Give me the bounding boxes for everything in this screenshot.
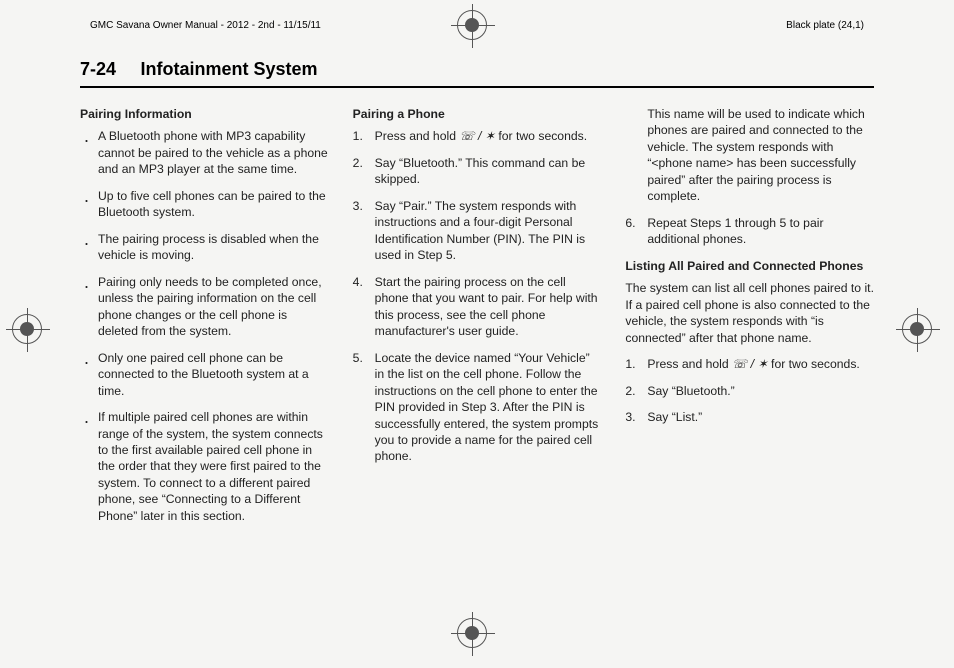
pairing-phone-steps: Press and hold ☏ / ✶ for two seconds. Sa… [353, 128, 602, 464]
continuation-paragraph: This name will be used to indicate which… [625, 106, 874, 205]
column-2: Pairing a Phone Press and hold ☏ / ✶ for… [353, 106, 602, 534]
listing-steps: Press and hold ☏ / ✶ for two seconds. Sa… [625, 356, 874, 425]
list-item: Locate the device named “Your Vehicle” i… [353, 350, 602, 465]
list-item: Repeat Steps 1 through 5 to pair additio… [625, 215, 874, 248]
manual-meta-right: Black plate (24,1) [786, 20, 864, 31]
column-1: Pairing Information A Bluetooth phone wi… [80, 106, 329, 534]
section-title: Infotainment System [140, 59, 317, 79]
page-number: 7-24 [80, 59, 116, 79]
list-item: Say “Bluetooth.” [625, 383, 874, 399]
pairing-phone-heading: Pairing a Phone [353, 106, 602, 122]
listing-paragraph: The system can list all cell phones pair… [625, 280, 874, 346]
pairing-info-list: A Bluetooth phone with MP3 capability ca… [80, 128, 329, 524]
pairing-phone-steps-cont: Repeat Steps 1 through 5 to pair additio… [625, 215, 874, 248]
list-item: Say “Bluetooth.” This command can be ski… [353, 155, 602, 188]
list-item: A Bluetooth phone with MP3 capability ca… [80, 128, 329, 177]
list-item: Up to five cell phones can be paired to … [80, 188, 329, 221]
list-item: The pairing process is disabled when the… [80, 231, 329, 264]
list-item: Press and hold ☏ / ✶ for two seconds. [625, 356, 874, 372]
list-item: Say “Pair.” The system responds with ins… [353, 198, 602, 264]
step-text: for two seconds. [768, 357, 860, 371]
phone-mute-icon: ☏ / ✶ [732, 357, 768, 371]
list-item: Press and hold ☏ / ✶ for two seconds. [353, 128, 602, 144]
step-text: Press and hold [375, 129, 460, 143]
list-item: If multiple paired cell phones are withi… [80, 409, 329, 524]
list-item: Start the pairing process on the cell ph… [353, 274, 602, 340]
pairing-info-heading: Pairing Information [80, 106, 329, 122]
running-head: 7-24 Infotainment System [80, 39, 874, 88]
step-text: Press and hold [647, 357, 732, 371]
print-header: GMC Savana Owner Manual - 2012 - 2nd - 1… [80, 20, 874, 39]
manual-meta-left: GMC Savana Owner Manual - 2012 - 2nd - 1… [90, 20, 321, 31]
list-item: Say “List.” [625, 409, 874, 425]
content-columns: Pairing Information A Bluetooth phone wi… [80, 106, 874, 534]
column-3: This name will be used to indicate which… [625, 106, 874, 534]
phone-mute-icon: ☏ / ✶ [459, 129, 495, 143]
listing-heading: Listing All Paired and Connected Phones [625, 258, 874, 274]
head-left: 7-24 Infotainment System [80, 59, 318, 80]
manual-page: GMC Savana Owner Manual - 2012 - 2nd - 1… [0, 0, 954, 668]
list-item: Pairing only needs to be completed once,… [80, 274, 329, 340]
list-item: Only one paired cell phone can be connec… [80, 350, 329, 399]
step-text: for two seconds. [495, 129, 587, 143]
